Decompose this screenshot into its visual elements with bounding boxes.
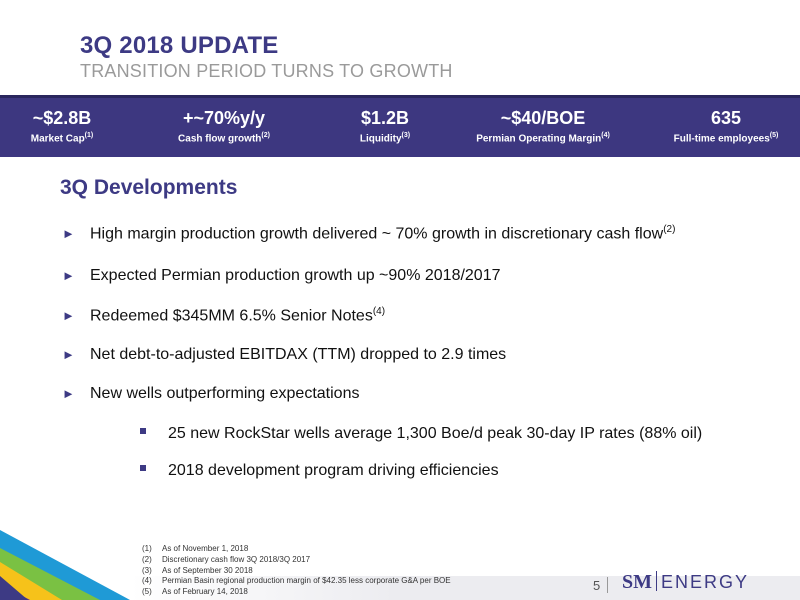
stat-value: +~70%y/y: [182, 108, 266, 128]
stat-label: Liquidity(3): [359, 132, 411, 145]
page-subtitle: TRANSITION PERIOD TURNS TO GROWTH: [80, 61, 453, 81]
corner-decoration-icon: [0, 530, 130, 600]
footnote: (3) As of September 30 2018: [142, 565, 253, 575]
arrow-bullet-icon: ►: [62, 268, 75, 283]
list-item: ► High margin production growth delivered…: [62, 224, 676, 243]
square-bullet-icon: [140, 464, 146, 471]
stat-permian-margin: ~$40/BOE Permian Operating Margin(4): [476, 98, 610, 144]
arrow-bullet-icon: ►: [62, 308, 75, 324]
page-title: 3Q 2018 UPDATE: [80, 32, 279, 59]
arrow-bullet-icon: ►: [62, 226, 75, 242]
stat-label: Market Cap(1): [30, 132, 94, 145]
stat-value: $1.2B: [360, 108, 410, 128]
stat-label: Cash flow growth(2): [178, 132, 270, 145]
stat-label: Permian Operating Margin(4): [476, 132, 610, 145]
sub-list-item: 25 new RockStar wells average 1,300 Boe/…: [140, 425, 702, 443]
stat-market-cap: ~$2.8B Market Cap(1): [31, 98, 93, 144]
stat-cash-flow-growth: +~70%y/y Cash flow growth(2): [178, 98, 270, 144]
stat-value: ~$40/BOE: [500, 108, 586, 128]
stat-value: ~$2.8B: [32, 108, 92, 128]
footnote: (4) Permian Basin regional production mar…: [142, 576, 451, 586]
section-title: 3Q Developments: [60, 176, 238, 199]
footnotes: (1) As of November 1, 2018 (2) Discretiona…: [142, 544, 451, 598]
stat-label: Full-time employees(5): [673, 132, 779, 145]
page-number: 5: [593, 578, 601, 593]
company-logo: SM ENERGY: [622, 571, 750, 593]
square-bullet-icon: [140, 427, 146, 434]
stats-band: ~$2.8B Market Cap(1) +~70%y/y Cash flow …: [0, 95, 800, 157]
list-item: ► Expected Permian production growth up ~…: [62, 267, 501, 284]
arrow-bullet-icon: ►: [62, 386, 75, 401]
stat-employees: 635 Full-time employees(5): [674, 98, 779, 144]
list-item: ► Net debt-to-adjusted EBITDAX (TTM) drop…: [62, 346, 507, 363]
footnote: (1) As of November 1, 2018: [142, 544, 249, 553]
stat-liquidity: $1.2B Liquidity(3): [360, 98, 410, 144]
stat-value: 635: [710, 108, 742, 128]
footnote: (2) Discretionary cash flow 3Q 2018/3Q 20…: [142, 554, 311, 564]
page-separator: [607, 577, 608, 593]
footer-bar: [130, 576, 800, 600]
arrow-bullet-icon: ►: [62, 347, 75, 362]
footnote: (5) As of February 14, 2018: [142, 587, 248, 597]
list-item: ► New wells outperforming expectations: [62, 385, 360, 402]
list-item: ► Redeemed $345MM 6.5% Senior Notes(4): [62, 306, 386, 325]
sub-list-item: 2018 development program driving efficie…: [140, 462, 499, 480]
